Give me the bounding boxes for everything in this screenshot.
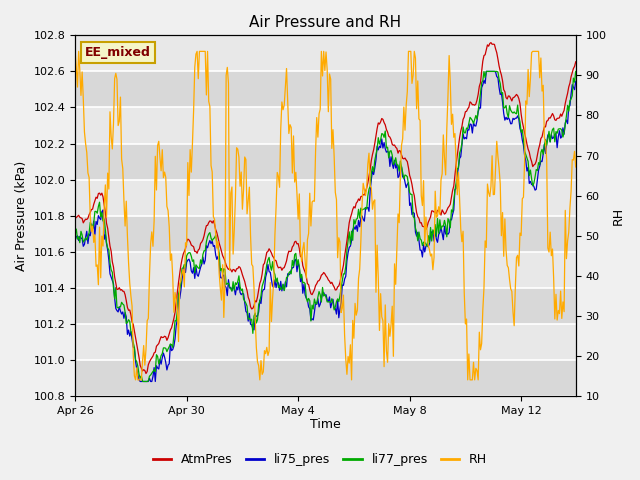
li77_pres bbox=[572, 69, 580, 74]
X-axis label: Time: Time bbox=[310, 419, 341, 432]
RH bbox=[468, 377, 476, 383]
Line: AtmPres: AtmPres bbox=[75, 43, 576, 373]
Bar bbox=[75, 216, 576, 252]
li75_pres bbox=[458, 143, 466, 148]
AtmPres bbox=[532, 158, 540, 164]
AtmPres bbox=[458, 124, 466, 130]
RH bbox=[572, 164, 580, 170]
li75_pres bbox=[136, 379, 144, 384]
li77_pres bbox=[140, 379, 147, 384]
AtmPres bbox=[363, 185, 371, 191]
li75_pres bbox=[71, 238, 79, 243]
Legend: AtmPres, li75_pres, li77_pres, RH: AtmPres, li75_pres, li77_pres, RH bbox=[148, 448, 492, 471]
Bar bbox=[75, 108, 576, 144]
li77_pres bbox=[468, 118, 476, 123]
Text: EE_mixed: EE_mixed bbox=[85, 46, 151, 59]
AtmPres bbox=[71, 216, 79, 221]
li75_pres bbox=[483, 69, 490, 74]
RH bbox=[363, 185, 371, 191]
li75_pres bbox=[532, 186, 540, 192]
Y-axis label: RH: RH bbox=[612, 206, 625, 225]
li77_pres bbox=[532, 167, 540, 172]
Bar bbox=[75, 288, 576, 324]
Bar bbox=[75, 144, 576, 180]
Y-axis label: Air Pressure (kPa): Air Pressure (kPa) bbox=[15, 160, 28, 271]
Bar bbox=[75, 36, 576, 72]
RH bbox=[458, 239, 466, 245]
Line: li77_pres: li77_pres bbox=[75, 72, 576, 382]
RH bbox=[132, 377, 140, 383]
Bar bbox=[75, 252, 576, 288]
li77_pres bbox=[109, 285, 117, 291]
li77_pres bbox=[363, 206, 371, 212]
RH bbox=[71, 48, 79, 54]
Bar bbox=[75, 180, 576, 216]
RH bbox=[109, 121, 117, 127]
AtmPres bbox=[487, 40, 495, 46]
RH bbox=[420, 178, 428, 183]
AtmPres bbox=[142, 371, 150, 376]
RH bbox=[531, 48, 539, 54]
AtmPres bbox=[420, 224, 428, 229]
li77_pres bbox=[420, 240, 428, 245]
li75_pres bbox=[420, 242, 428, 248]
li77_pres bbox=[71, 231, 79, 237]
li77_pres bbox=[458, 141, 466, 146]
li75_pres bbox=[572, 79, 580, 84]
Title: Air Pressure and RH: Air Pressure and RH bbox=[250, 15, 401, 30]
AtmPres bbox=[109, 264, 117, 270]
li75_pres bbox=[468, 130, 476, 136]
Line: RH: RH bbox=[75, 51, 576, 380]
li75_pres bbox=[363, 205, 371, 211]
Bar bbox=[75, 72, 576, 108]
Bar bbox=[75, 324, 576, 360]
li77_pres bbox=[483, 69, 490, 74]
Line: li75_pres: li75_pres bbox=[75, 72, 576, 382]
Bar bbox=[75, 360, 576, 396]
AtmPres bbox=[572, 59, 580, 65]
li75_pres bbox=[109, 281, 117, 287]
AtmPres bbox=[468, 102, 476, 108]
